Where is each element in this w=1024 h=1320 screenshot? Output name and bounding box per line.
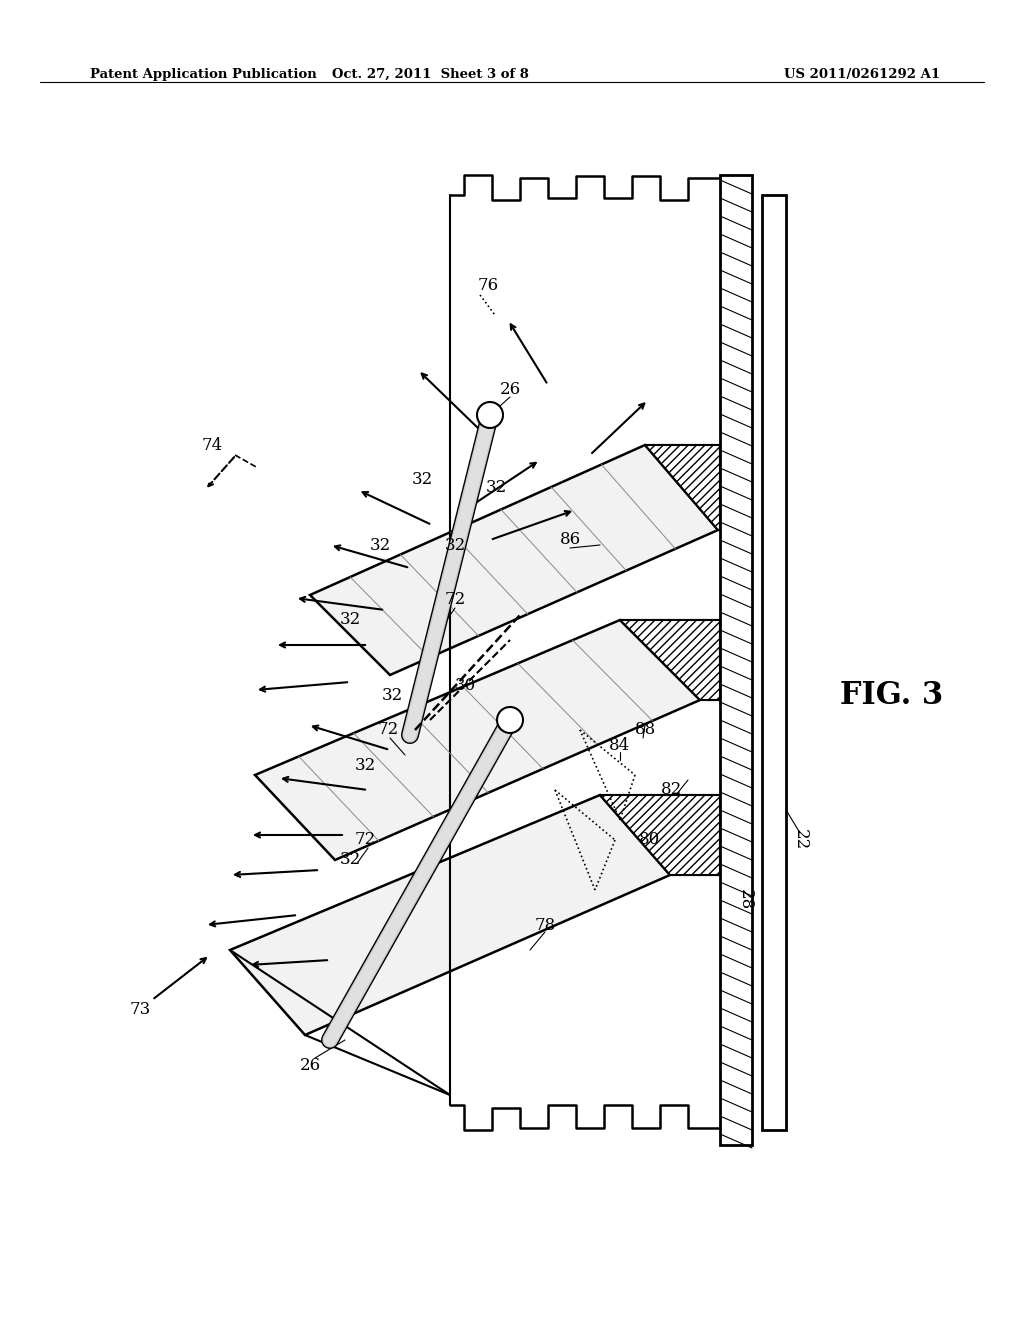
- Text: 88: 88: [635, 722, 655, 738]
- Text: 22: 22: [792, 829, 809, 850]
- Text: 84: 84: [609, 737, 631, 754]
- Polygon shape: [720, 176, 752, 1144]
- Text: 32: 32: [485, 479, 507, 496]
- Text: 32: 32: [354, 756, 376, 774]
- Text: 80: 80: [639, 832, 660, 849]
- Text: 32: 32: [339, 851, 360, 869]
- Text: 72: 72: [444, 591, 466, 609]
- Circle shape: [477, 403, 503, 428]
- Text: Oct. 27, 2011  Sheet 3 of 8: Oct. 27, 2011 Sheet 3 of 8: [332, 69, 528, 81]
- Text: 73: 73: [129, 1002, 151, 1019]
- Polygon shape: [310, 445, 718, 675]
- Polygon shape: [600, 795, 720, 875]
- Text: Patent Application Publication: Patent Application Publication: [90, 69, 316, 81]
- Polygon shape: [230, 795, 670, 1035]
- Polygon shape: [645, 445, 720, 531]
- Polygon shape: [620, 620, 720, 700]
- Text: 32: 32: [444, 536, 466, 553]
- Text: US 2011/0261292 A1: US 2011/0261292 A1: [784, 69, 940, 81]
- Text: 30: 30: [455, 676, 475, 693]
- Text: 32: 32: [412, 471, 432, 488]
- Polygon shape: [255, 620, 700, 861]
- Text: 72: 72: [354, 832, 376, 849]
- Text: 26: 26: [299, 1056, 321, 1073]
- Text: 76: 76: [477, 276, 499, 293]
- Circle shape: [497, 708, 523, 733]
- Text: 32: 32: [370, 536, 390, 553]
- Text: 86: 86: [559, 532, 581, 549]
- Text: FIG. 3: FIG. 3: [840, 680, 943, 710]
- Text: 28: 28: [736, 890, 754, 911]
- Text: 32: 32: [381, 686, 402, 704]
- Text: 74: 74: [202, 437, 222, 454]
- Polygon shape: [762, 195, 786, 1130]
- Text: 82: 82: [662, 781, 683, 799]
- Text: 32: 32: [339, 611, 360, 628]
- Text: 78: 78: [535, 916, 556, 933]
- Text: 26: 26: [500, 381, 520, 399]
- Text: 72: 72: [378, 722, 398, 738]
